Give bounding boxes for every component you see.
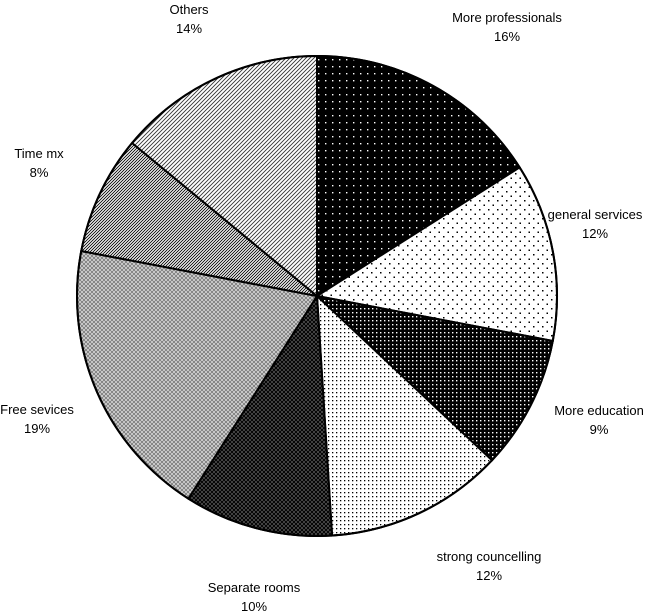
slice-value-label: 12% (582, 226, 608, 241)
slice-label: More professionals (452, 10, 562, 25)
pie-labels: More professionals 16% general services 12%… (0, 2, 644, 614)
slice-label: general services (548, 207, 643, 222)
slice-value-label: 12% (476, 568, 502, 583)
pie-outline (76, 55, 558, 537)
slice-value-label: 10% (241, 599, 267, 614)
pie-slices (76, 54, 558, 537)
slice-label: strong councelling (437, 549, 542, 564)
slice-value-label: 19% (24, 421, 50, 436)
slice-label: Free sevices (0, 402, 74, 417)
slice-label: Separate rooms (208, 580, 301, 595)
slice-value-label: 16% (494, 29, 520, 44)
slice-value-label: 9% (590, 422, 609, 437)
slice-label: More education (554, 403, 644, 418)
slice-value-label: 14% (176, 21, 202, 36)
slice-value-label: 8% (30, 165, 49, 180)
slice-label: Others (169, 2, 209, 17)
slice-label: Time mx (14, 146, 64, 161)
